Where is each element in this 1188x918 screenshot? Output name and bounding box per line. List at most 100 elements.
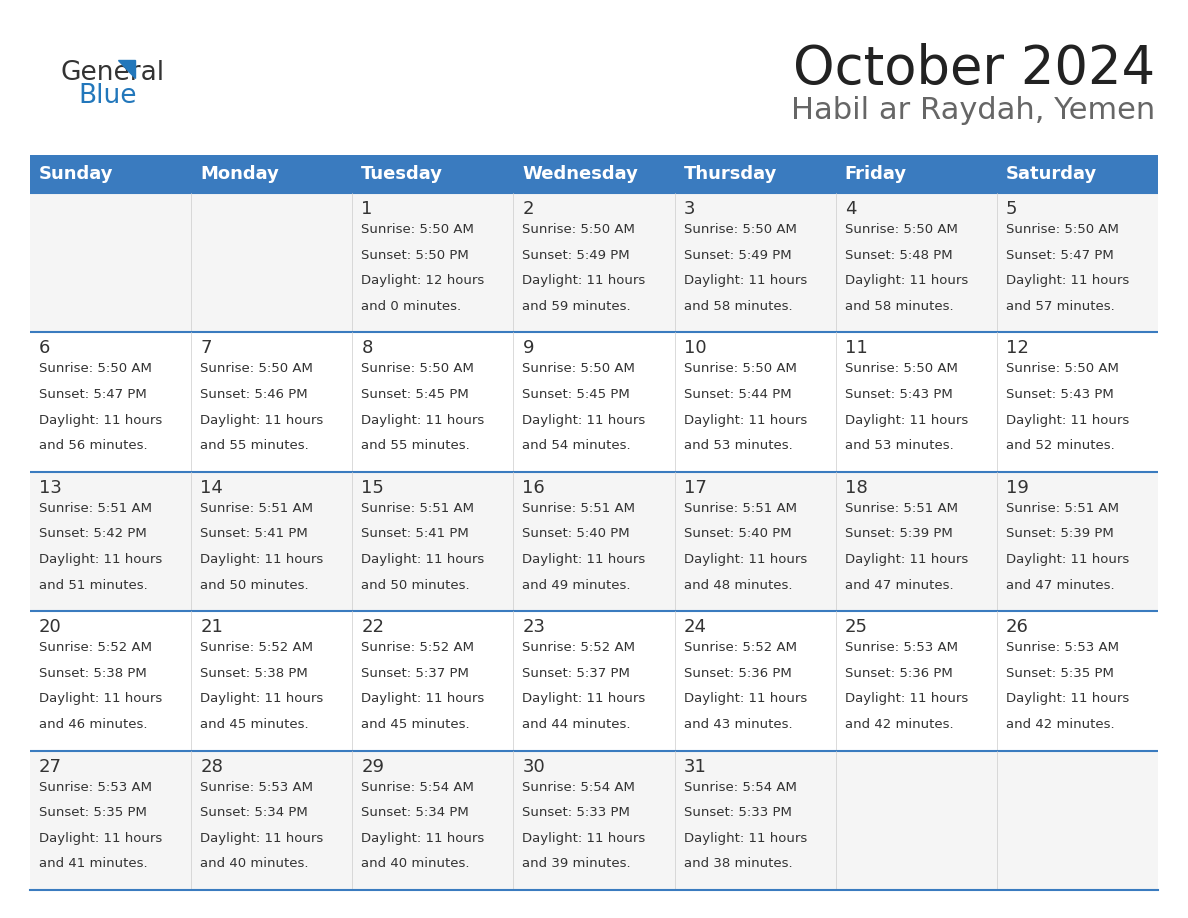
Text: Daylight: 11 hours: Daylight: 11 hours [523, 553, 646, 565]
Text: Daylight: 11 hours: Daylight: 11 hours [361, 553, 485, 565]
Bar [835, 155, 997, 193]
Text: Sunset: 5:33 PM: Sunset: 5:33 PM [523, 806, 631, 819]
Text: Daylight: 11 hours: Daylight: 11 hours [361, 832, 485, 845]
Text: 24: 24 [683, 618, 707, 636]
Text: 6: 6 [39, 340, 50, 357]
Text: Daylight: 11 hours: Daylight: 11 hours [200, 692, 323, 705]
Text: Sunrise: 5:50 AM: Sunrise: 5:50 AM [523, 223, 636, 236]
Text: Sunrise: 5:52 AM: Sunrise: 5:52 AM [523, 641, 636, 655]
Text: Sunrise: 5:50 AM: Sunrise: 5:50 AM [845, 363, 958, 375]
Text: and 54 minutes.: and 54 minutes. [523, 439, 631, 452]
Text: Sunrise: 5:50 AM: Sunrise: 5:50 AM [523, 363, 636, 375]
Text: Sunset: 5:47 PM: Sunset: 5:47 PM [1006, 249, 1113, 262]
Text: Sunrise: 5:52 AM: Sunrise: 5:52 AM [200, 641, 314, 655]
Text: Sunset: 5:40 PM: Sunset: 5:40 PM [683, 527, 791, 541]
Text: Sunrise: 5:51 AM: Sunrise: 5:51 AM [523, 502, 636, 515]
Text: Sunset: 5:45 PM: Sunset: 5:45 PM [523, 388, 630, 401]
Text: Sunrise: 5:51 AM: Sunrise: 5:51 AM [361, 502, 474, 515]
Text: Sunrise: 5:53 AM: Sunrise: 5:53 AM [39, 780, 152, 793]
Bar [997, 155, 1158, 193]
Text: Sunrise: 5:52 AM: Sunrise: 5:52 AM [361, 641, 474, 655]
Text: and 38 minutes.: and 38 minutes. [683, 857, 792, 870]
Text: Friday: Friday [845, 165, 906, 183]
Text: and 51 minutes.: and 51 minutes. [39, 578, 147, 591]
Text: and 46 minutes.: and 46 minutes. [39, 718, 147, 731]
Text: Sunset: 5:35 PM: Sunset: 5:35 PM [1006, 666, 1113, 679]
Text: Daylight: 11 hours: Daylight: 11 hours [1006, 274, 1129, 287]
Text: Daylight: 11 hours: Daylight: 11 hours [39, 832, 163, 845]
Text: Sunrise: 5:53 AM: Sunrise: 5:53 AM [845, 641, 958, 655]
Text: Daylight: 11 hours: Daylight: 11 hours [683, 553, 807, 565]
Text: 27: 27 [39, 757, 62, 776]
Text: Sunrise: 5:53 AM: Sunrise: 5:53 AM [1006, 641, 1119, 655]
Text: Sunrise: 5:50 AM: Sunrise: 5:50 AM [1006, 363, 1119, 375]
Text: Sunrise: 5:50 AM: Sunrise: 5:50 AM [361, 363, 474, 375]
Text: Sunrise: 5:50 AM: Sunrise: 5:50 AM [1006, 223, 1119, 236]
Text: and 50 minutes.: and 50 minutes. [361, 578, 470, 591]
Text: Daylight: 11 hours: Daylight: 11 hours [1006, 692, 1129, 705]
Text: Sunset: 5:39 PM: Sunset: 5:39 PM [1006, 527, 1113, 541]
Text: 7: 7 [200, 340, 211, 357]
Text: Daylight: 11 hours: Daylight: 11 hours [683, 832, 807, 845]
Bar [191, 155, 353, 193]
Text: and 48 minutes.: and 48 minutes. [683, 578, 792, 591]
Text: Sunset: 5:50 PM: Sunset: 5:50 PM [361, 249, 469, 262]
Text: and 53 minutes.: and 53 minutes. [845, 439, 954, 452]
Text: 4: 4 [845, 200, 857, 218]
Text: October 2024: October 2024 [792, 43, 1155, 95]
Text: Sunrise: 5:51 AM: Sunrise: 5:51 AM [1006, 502, 1119, 515]
Text: Sunrise: 5:51 AM: Sunrise: 5:51 AM [200, 502, 314, 515]
Text: 2: 2 [523, 200, 533, 218]
Text: and 42 minutes.: and 42 minutes. [845, 718, 953, 731]
Text: 14: 14 [200, 479, 223, 497]
Text: 21: 21 [200, 618, 223, 636]
Text: General: General [61, 60, 164, 86]
Bar [675, 155, 835, 193]
Bar [30, 155, 191, 193]
Text: Sunrise: 5:53 AM: Sunrise: 5:53 AM [200, 780, 314, 793]
Bar [30, 193, 1158, 332]
Text: and 53 minutes.: and 53 minutes. [683, 439, 792, 452]
Text: Daylight: 11 hours: Daylight: 11 hours [683, 692, 807, 705]
Text: 15: 15 [361, 479, 384, 497]
Bar [30, 472, 1158, 611]
Text: Sunset: 5:49 PM: Sunset: 5:49 PM [523, 249, 630, 262]
Text: 25: 25 [845, 618, 867, 636]
Text: Sunset: 5:48 PM: Sunset: 5:48 PM [845, 249, 953, 262]
Text: Daylight: 11 hours: Daylight: 11 hours [200, 413, 323, 427]
Text: 23: 23 [523, 618, 545, 636]
Bar [30, 751, 1158, 890]
Text: and 0 minutes.: and 0 minutes. [361, 299, 461, 313]
Text: Habil ar Raydah, Yemen: Habil ar Raydah, Yemen [791, 96, 1155, 125]
Text: 17: 17 [683, 479, 707, 497]
Text: Sunset: 5:44 PM: Sunset: 5:44 PM [683, 388, 791, 401]
Text: Daylight: 11 hours: Daylight: 11 hours [845, 692, 968, 705]
Text: Sunrise: 5:51 AM: Sunrise: 5:51 AM [39, 502, 152, 515]
Text: Daylight: 11 hours: Daylight: 11 hours [361, 413, 485, 427]
Text: 8: 8 [361, 340, 373, 357]
Text: Sunset: 5:41 PM: Sunset: 5:41 PM [200, 527, 308, 541]
Text: Sunset: 5:46 PM: Sunset: 5:46 PM [200, 388, 308, 401]
Text: Sunrise: 5:52 AM: Sunrise: 5:52 AM [683, 641, 797, 655]
Text: Sunset: 5:37 PM: Sunset: 5:37 PM [523, 666, 631, 679]
Text: Sunrise: 5:50 AM: Sunrise: 5:50 AM [845, 223, 958, 236]
Text: Sunset: 5:45 PM: Sunset: 5:45 PM [361, 388, 469, 401]
Text: Thursday: Thursday [683, 165, 777, 183]
Text: and 57 minutes.: and 57 minutes. [1006, 299, 1114, 313]
Text: Sunset: 5:37 PM: Sunset: 5:37 PM [361, 666, 469, 679]
Text: Tuesday: Tuesday [361, 165, 443, 183]
Text: Daylight: 11 hours: Daylight: 11 hours [361, 692, 485, 705]
Text: Daylight: 11 hours: Daylight: 11 hours [845, 413, 968, 427]
Text: Sunset: 5:43 PM: Sunset: 5:43 PM [1006, 388, 1113, 401]
Polygon shape [118, 60, 135, 78]
Text: and 52 minutes.: and 52 minutes. [1006, 439, 1114, 452]
Text: and 56 minutes.: and 56 minutes. [39, 439, 147, 452]
Text: Daylight: 11 hours: Daylight: 11 hours [523, 692, 646, 705]
Text: and 49 minutes.: and 49 minutes. [523, 578, 631, 591]
Bar [30, 332, 1158, 472]
Text: 11: 11 [845, 340, 867, 357]
Text: 20: 20 [39, 618, 62, 636]
Text: and 58 minutes.: and 58 minutes. [683, 299, 792, 313]
Text: and 55 minutes.: and 55 minutes. [200, 439, 309, 452]
Text: Daylight: 11 hours: Daylight: 11 hours [523, 832, 646, 845]
